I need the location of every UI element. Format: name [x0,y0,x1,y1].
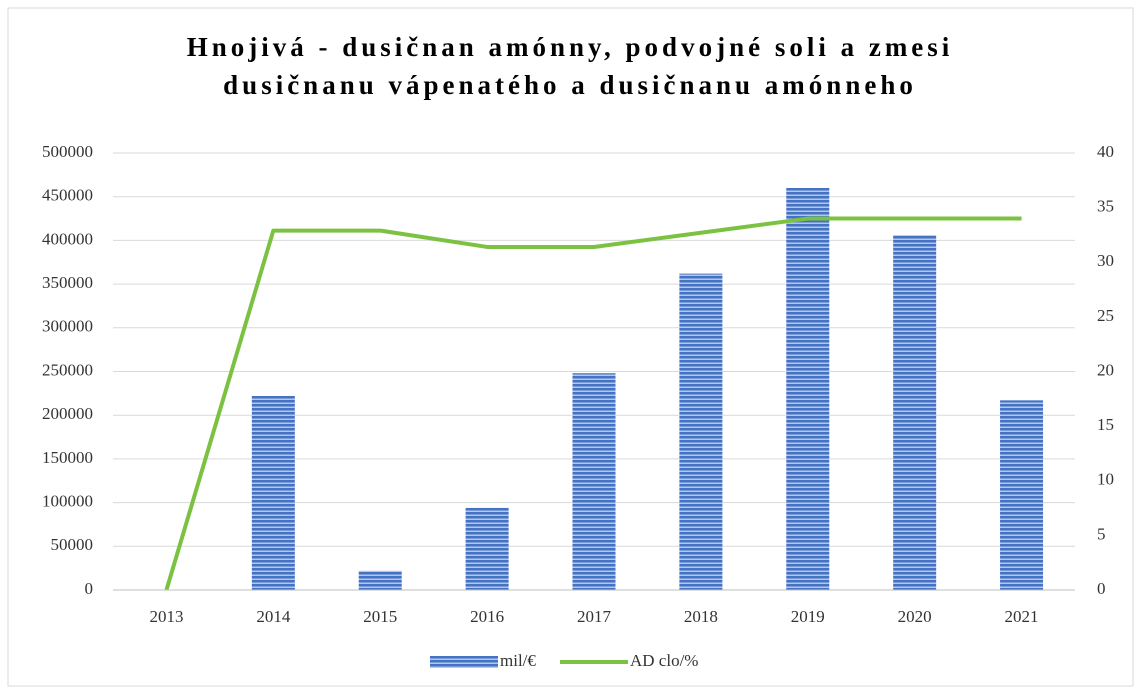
y2-tick-label: 35 [1097,197,1114,216]
bar [251,395,295,590]
y-tick-label: 250000 [42,360,93,379]
x-tick-label: 2014 [256,607,291,626]
y-tick-label: 400000 [42,229,93,248]
y-tick-label: 200000 [42,404,93,423]
y2-tick-label: 30 [1097,251,1114,270]
y-tick-label: 450000 [42,186,93,205]
bar [465,507,509,590]
bar [572,373,616,590]
x-tick-label: 2019 [791,607,825,626]
y2-tick-label: 15 [1097,415,1114,434]
x-tick-label: 2021 [1005,607,1039,626]
y2-tick-label: 20 [1097,360,1114,379]
y-tick-label: 100000 [42,492,93,511]
y2-tick-label: 40 [1097,142,1114,161]
y-tick-label: 500000 [42,142,93,161]
x-tick-label: 2017 [577,607,612,626]
bar [358,570,402,590]
bar [1000,400,1044,590]
x-tick-label: 2015 [363,607,397,626]
chart-border [7,7,1134,687]
y-tick-label: 0 [85,579,94,598]
bar [679,273,723,590]
y2-tick-label: 10 [1097,470,1114,489]
legend-label: mil/€ [500,651,536,670]
x-tick-label: 2018 [684,607,718,626]
line [164,216,1022,591]
bar [786,187,830,590]
legend-label: AD clo/% [630,651,698,670]
x-tick-label: 2016 [470,607,504,626]
y2-tick-label: 25 [1097,306,1114,325]
y-tick-label: 50000 [51,535,94,554]
y-tick-label: 150000 [42,448,93,467]
chart-title: dusičnanu vápenatého a dusičnanu amónneh… [223,70,917,100]
legend-swatch [430,656,498,668]
y2-tick-label: 0 [1097,579,1106,598]
y-tick-label: 300000 [42,317,93,336]
x-tick-label: 2013 [149,607,183,626]
bar [893,235,937,590]
y-tick-label: 350000 [42,273,93,292]
chart-title: Hnojivá - dusičnan amónny, podvojné soli… [187,32,954,62]
x-tick-label: 2020 [898,607,932,626]
y2-tick-label: 5 [1097,524,1106,543]
